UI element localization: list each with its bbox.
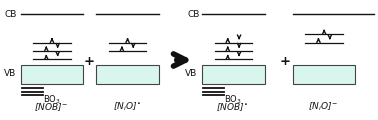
Text: BO$_3$: BO$_3$ — [43, 93, 60, 105]
Text: CB: CB — [188, 10, 200, 19]
Bar — [21, 65, 83, 84]
Text: +: + — [280, 55, 291, 68]
Text: VB: VB — [185, 69, 197, 78]
Text: [N$_i$O]$^{•}$: [N$_i$O]$^{•}$ — [113, 100, 141, 113]
Text: [NOB]$^{•}$: [NOB]$^{•}$ — [217, 101, 248, 113]
Bar — [96, 65, 159, 84]
Text: +: + — [83, 55, 94, 68]
Text: VB: VB — [4, 69, 16, 78]
Bar — [293, 65, 355, 84]
Text: [NOB]$^{-}$: [NOB]$^{-}$ — [34, 101, 68, 113]
Text: [N$_i$O]$^{-}$: [N$_i$O]$^{-}$ — [308, 100, 338, 113]
Text: CB: CB — [5, 10, 17, 19]
Bar — [202, 65, 265, 84]
Text: BO$_3$: BO$_3$ — [224, 93, 242, 105]
